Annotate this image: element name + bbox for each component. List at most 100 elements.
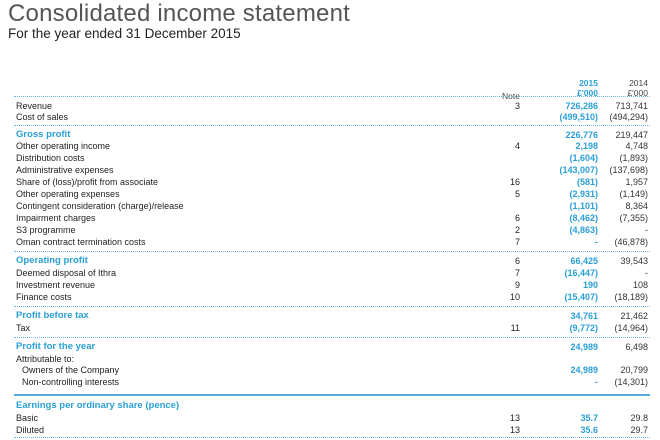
row-label: Contingent consideration (charge)/releas…	[16, 201, 184, 211]
row-label: Attributable to:	[16, 354, 75, 364]
row-value-2014: (1,893)	[619, 153, 648, 163]
row-value-2015: 66,425	[570, 256, 598, 266]
row-value-2014: (18,189)	[614, 292, 648, 302]
divider-line	[14, 437, 650, 438]
divider-line	[14, 96, 650, 97]
row-label: Oman contract termination costs	[16, 237, 146, 247]
table-row: Oman contract termination costs 7 - (46,878…	[0, 236, 660, 248]
row-value-2014: (494,294)	[609, 112, 648, 122]
row-note: 10	[509, 292, 520, 302]
row-note: 3	[514, 101, 520, 111]
table-row: Attributable to:	[0, 353, 660, 365]
row-label: Diluted	[16, 425, 45, 435]
table-row: Revenue 3 726,286 713,741	[0, 100, 660, 112]
row-value-2015: (16,447)	[564, 268, 598, 278]
row-value-2015: 726,286	[565, 101, 598, 111]
row-value-2015: (1,101)	[569, 201, 598, 211]
table-row: Distribution costs (1,604) (1,893)	[0, 152, 660, 164]
row-value-2014: 39,543	[620, 256, 648, 266]
row-value-2014: 20,799	[620, 365, 648, 375]
row-note: 7	[514, 268, 520, 278]
row-value-2015: 2,198	[575, 141, 598, 151]
year-2015-unit: £'000	[577, 88, 598, 98]
row-label: Basic	[16, 413, 39, 423]
row-value-2015: (8,462)	[569, 213, 598, 223]
row-value-2015: -	[595, 377, 598, 387]
table-row: Profit for the year 24,989 6,498	[0, 341, 660, 353]
table-row: Profit before tax 34,761 21,462	[0, 310, 660, 322]
row-value-2015: (581)	[576, 177, 598, 187]
row-value-2015: -	[595, 237, 598, 247]
row-note: 5	[514, 189, 520, 199]
table-row: Diluted 13 35.6 29.7	[0, 424, 660, 436]
row-value-2014: -	[645, 225, 648, 235]
table-row: Finance costs 10 (15,407) (18,189)	[0, 291, 660, 303]
row-value-2014: 713,741	[615, 101, 648, 111]
row-value-2015: (143,007)	[559, 165, 598, 175]
row-label: Distribution costs	[16, 153, 85, 163]
row-label: Earnings per ordinary share (pence)	[16, 400, 180, 411]
row-label: Tax	[16, 323, 31, 333]
row-label: Impairment charges	[16, 213, 96, 223]
row-value-2015: 35.6	[580, 425, 598, 435]
page-subtitle: For the year ended 31 December 2015	[8, 26, 241, 41]
row-value-2015: 226,776	[565, 130, 598, 140]
year-2015-header: 2015 £'000	[546, 78, 598, 98]
table-row: Gross profit 226,776 219,447	[0, 129, 660, 141]
year-2015-label: 2015	[579, 78, 598, 88]
year-2014-unit: £'000	[627, 88, 648, 98]
page-title: Consolidated income statement	[8, 0, 350, 27]
row-label: Non-controlling interests	[22, 377, 120, 387]
row-value-2015: 190	[582, 280, 598, 290]
row-value-2014: 21,462	[620, 311, 648, 321]
row-value-2014: 6,498	[625, 342, 648, 352]
row-note: 13	[509, 425, 520, 435]
row-label: Administrative expenses	[16, 165, 114, 175]
table-row: Contingent consideration (charge)/releas…	[0, 200, 660, 212]
row-value-2014: 29.7	[630, 425, 648, 435]
year-2014-header: 2014 £'000	[600, 78, 648, 98]
row-label: Other operating expenses	[16, 189, 120, 199]
row-value-2014: (14,964)	[614, 323, 648, 333]
row-label: Owners of the Company	[22, 365, 120, 375]
row-value-2015: (2,931)	[569, 189, 598, 199]
row-note: 2	[514, 225, 520, 235]
table-row: Deemed disposal of Ithra 7 (16,447) -	[0, 267, 660, 279]
row-value-2015: 35.7	[580, 413, 598, 423]
row-value-2015: (499,510)	[559, 112, 598, 122]
table-row: Operating profit 6 66,425 39,543	[0, 255, 660, 267]
row-note: 9	[514, 280, 520, 290]
row-label: Profit before tax	[16, 310, 89, 321]
table-row: Tax 11 (9,772) (14,964)	[0, 322, 660, 334]
row-note: 4	[514, 141, 520, 151]
row-label: Cost of sales	[16, 112, 69, 122]
row-value-2015: (15,407)	[564, 292, 598, 302]
divider-line	[14, 337, 650, 338]
row-value-2014: 8,364	[625, 201, 648, 211]
divider-line	[14, 125, 650, 126]
row-value-2015: 24,989	[570, 342, 598, 352]
row-note: 11	[510, 323, 520, 333]
row-value-2014: 108	[632, 280, 648, 290]
row-value-2014: (14,301)	[614, 377, 648, 387]
row-value-2014: -	[645, 268, 648, 278]
table-row: S3 programme 2 (4,863) -	[0, 224, 660, 236]
row-value-2014: (7,355)	[619, 213, 648, 223]
row-value-2015: 34,761	[570, 311, 598, 321]
divider-line	[14, 306, 650, 307]
row-label: Other operating income	[16, 141, 111, 151]
row-label: Deemed disposal of Ithra	[16, 268, 117, 278]
divider-line	[14, 394, 650, 396]
table-row: Owners of the Company 24,989 20,799	[0, 364, 660, 376]
table-row: Basic 13 35.7 29.8	[0, 412, 660, 424]
row-label: S3 programme	[16, 225, 76, 235]
row-note: 13	[509, 413, 520, 423]
row-value-2014: 219,447	[615, 130, 648, 140]
row-label: Operating profit	[16, 255, 88, 266]
row-value-2014: (137,698)	[609, 165, 648, 175]
row-label: Revenue	[16, 101, 53, 111]
row-label: Finance costs	[16, 292, 72, 302]
row-value-2015: (9,772)	[569, 323, 598, 333]
row-label: Investment revenue	[16, 280, 96, 290]
row-note: 16	[509, 177, 520, 187]
